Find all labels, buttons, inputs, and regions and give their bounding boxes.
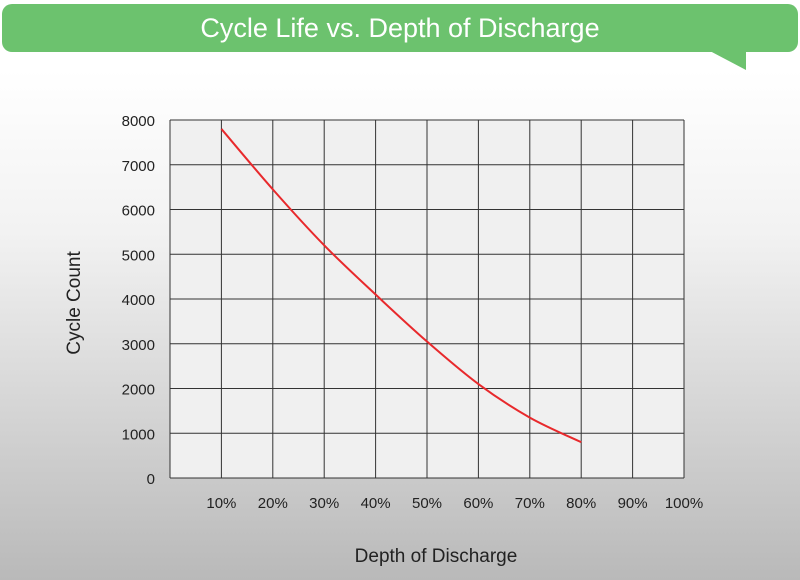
title-banner: Cycle Life vs. Depth of Discharge	[2, 4, 798, 70]
x-axis-label: Depth of Discharge	[355, 546, 518, 567]
title-banner-bg	[2, 4, 798, 52]
y-tick-labels: 0 1000 2000 3000 4000 5000 6000 7000 8000	[122, 113, 155, 488]
y-tick-label: 1000	[122, 426, 155, 443]
x-tick-label: 90%	[618, 495, 648, 512]
series-layer	[220, 128, 582, 444]
x-tick-label: 10%	[206, 495, 236, 512]
x-tick-label: 50%	[412, 495, 442, 512]
x-tick-label: 60%	[463, 495, 493, 512]
x-tick-label: 30%	[309, 495, 339, 512]
y-axis-label: Cycle Count	[64, 251, 85, 355]
x-tick-label: 40%	[361, 495, 391, 512]
y-tick-label: 3000	[122, 337, 155, 354]
y-tick-label: 2000	[122, 382, 155, 399]
y-tick-label: 6000	[122, 203, 155, 220]
x-tick-labels: 10% 20% 30% 40% 50% 60% 70% 80% 90% 100%	[206, 495, 703, 512]
x-tick-label: 20%	[258, 495, 288, 512]
x-tick-label: 70%	[515, 495, 545, 512]
y-tick-label: 5000	[122, 247, 155, 264]
title-banner-tail	[708, 50, 746, 70]
x-tick-label: 100%	[665, 495, 703, 512]
y-tick-label: 7000	[122, 158, 155, 175]
x-tick-label: 80%	[566, 495, 596, 512]
y-tick-label: 8000	[122, 113, 155, 130]
y-tick-label: 4000	[122, 292, 155, 309]
chart-title: Cycle Life vs. Depth of Discharge	[200, 13, 599, 43]
y-tick-label: 0	[147, 471, 155, 488]
series-line	[220, 128, 582, 444]
